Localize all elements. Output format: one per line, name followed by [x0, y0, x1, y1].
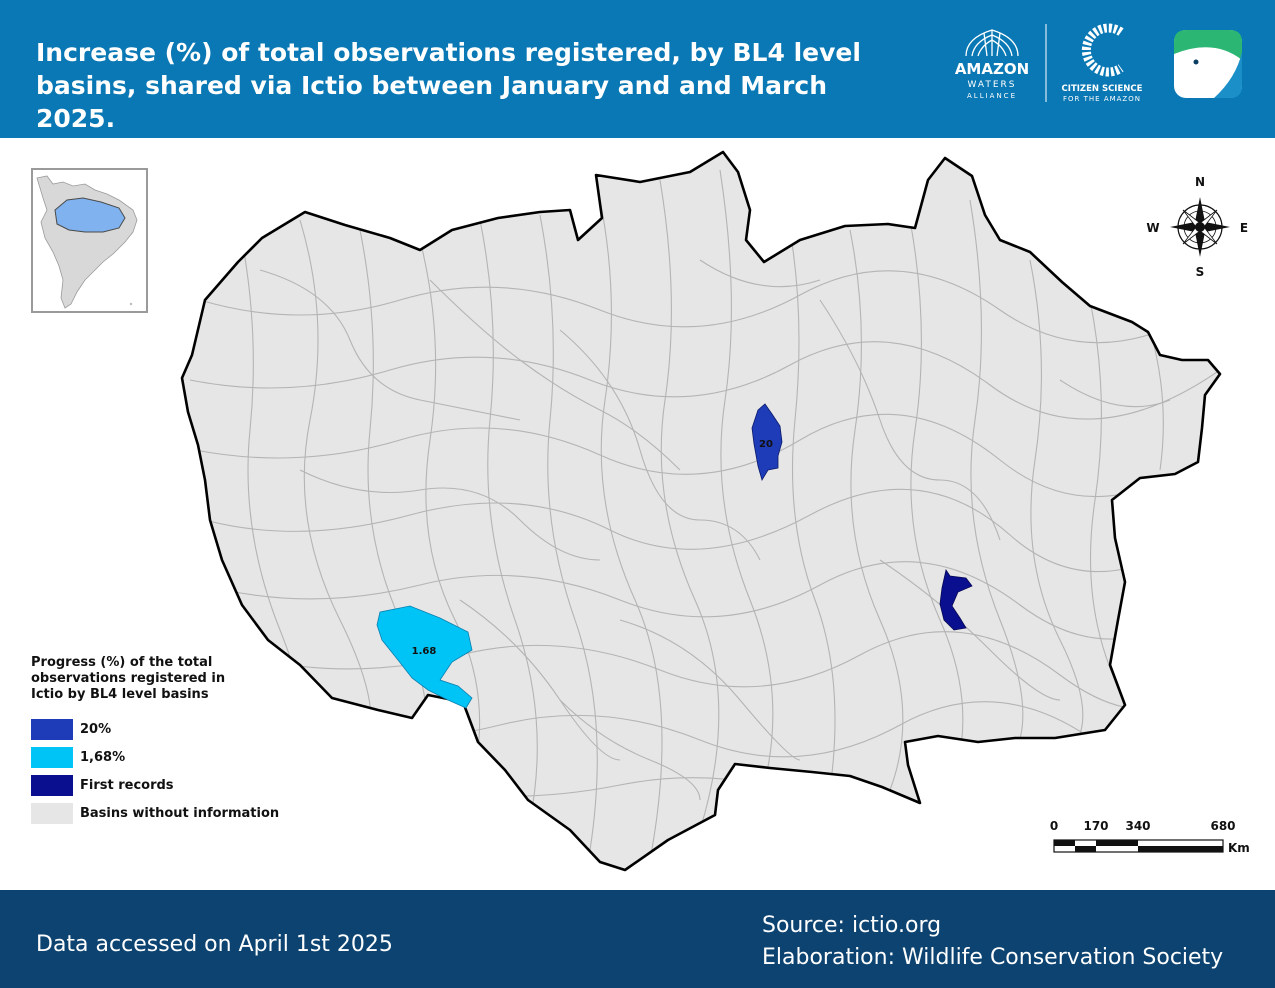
amazon-basin-boundary — [180, 150, 1222, 872]
citizen-science-logo: CITIZEN SCIENCE FOR THE AMAZON — [1062, 23, 1143, 103]
compass-south: S — [1196, 265, 1205, 279]
legend-swatch-20 — [31, 719, 73, 740]
legend-label-1-68: 1,68% — [80, 750, 126, 765]
data-accessed-text: Data accessed on April 1st 2025 — [36, 932, 393, 957]
partner-logos: AMAZON WATERS ALLIANCE CITIZEN SCIENCE F… — [955, 23, 1143, 103]
footer-band — [0, 890, 1275, 988]
svg-text:FOR THE AMAZON: FOR THE AMAZON — [1063, 95, 1141, 103]
amazon-logo-word: AMAZON — [955, 60, 1029, 78]
basin-first-records[interactable] — [939, 568, 973, 631]
basin-map: 20 1.68 — [180, 150, 1222, 872]
svg-text:CITIZEN SCIENCE: CITIZEN SCIENCE — [1062, 84, 1143, 94]
source-text: Source: ictio.org — [762, 913, 942, 938]
legend-swatch-no-info — [31, 803, 73, 824]
legend-label-no-info: Basins without information — [80, 806, 280, 821]
legend-label-first-records: First records — [80, 778, 174, 793]
legend-item-20: 20% — [31, 719, 331, 747]
basin-1-68-label: 1.68 — [412, 646, 437, 657]
amazon-waters-logo: AMAZON WATERS ALLIANCE — [955, 29, 1029, 100]
compass-east: E — [1240, 221, 1248, 235]
source-credits: Source: ictio.org Elaboration: Wildlife … — [762, 910, 1223, 974]
basin-20-label: 20 — [759, 439, 773, 450]
legend-item-1-68: 1,68% — [31, 747, 331, 775]
legend-swatch-1-68 — [31, 747, 73, 768]
amazon-basin-area — [182, 152, 1220, 870]
scale-tick-170: 170 — [1083, 819, 1108, 833]
scale-tick-340: 340 — [1125, 819, 1150, 833]
map-legend: Progress (%) of the total observations r… — [31, 655, 331, 831]
legend-label-20: 20% — [80, 722, 112, 737]
svg-text:WATERS: WATERS — [967, 80, 1016, 90]
basin-20-percent[interactable] — [751, 403, 783, 481]
scale-unit: Km — [1228, 841, 1250, 855]
scale-bar: 0 170 340 680 Km — [1050, 819, 1250, 855]
south-america-inset — [36, 175, 138, 309]
compass-north: N — [1195, 175, 1205, 189]
legend-item-no-info: Basins without information — [31, 803, 331, 831]
ictio-app-icon — [1174, 30, 1242, 98]
header-band: Increase (%) of total observations regis… — [0, 0, 1275, 138]
compass-rose: N S E W — [1146, 175, 1248, 279]
basin-1-68-percent[interactable] — [376, 605, 473, 709]
scale-tick-680: 680 — [1210, 819, 1235, 833]
legend-swatch-first-records — [31, 775, 73, 796]
elaboration-text: Elaboration: Wildlife Conservation Socie… — [762, 945, 1224, 970]
map-title: Increase (%) of total observations regis… — [36, 38, 861, 133]
inset-locator-map — [31, 168, 148, 313]
compass-west: W — [1146, 221, 1159, 235]
legend-item-first-records: First records — [31, 775, 331, 803]
svg-text:ALLIANCE: ALLIANCE — [967, 92, 1017, 100]
legend-title: Progress (%) of the total observations r… — [31, 655, 226, 702]
scale-tick-0: 0 — [1050, 819, 1058, 833]
